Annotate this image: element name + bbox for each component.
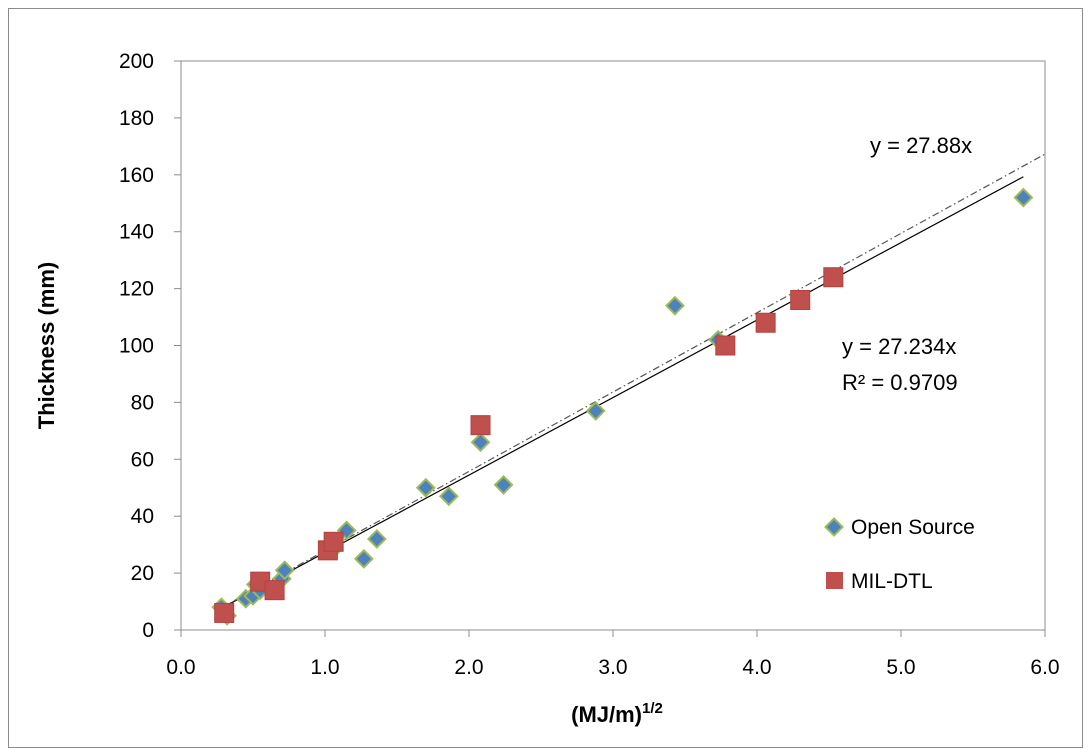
x-axis-ticks: 0.0 1.0 2.0 3.0 4.0 5.0 6.0 [166,630,1060,679]
point-mil-dtl [715,335,736,356]
point-mil-dtl [470,415,491,436]
point-open-source [493,474,514,495]
point-mil-dtl [214,602,235,623]
y-tick-label: 180 [119,107,154,130]
point-mil-dtl [823,267,844,288]
legend-marker-open-source [824,517,844,537]
y-axis-title: Thickness (mm) [34,262,59,430]
point-open-source [415,477,436,498]
x-tick-label: 4.0 [742,656,771,679]
x-axis-title-superscript: 1/2 [642,700,663,717]
point-open-source [665,295,685,316]
y-tick-label: 80 [131,391,154,414]
point-mil-dtl [323,531,344,552]
x-tick-label: 1.0 [310,656,339,679]
trendline-r-squared: R² = 0.9709 [842,370,958,395]
y-tick-label: 100 [119,335,154,358]
scatter-chart: 0 20 40 60 80 100 120 140 160 180 200 0.0 1.0 2.0 3.0… [34,50,1060,727]
point-open-source [470,432,491,453]
x-tick-label: 5.0 [886,656,915,679]
point-open-source [1013,187,1034,208]
y-tick-label: 120 [119,278,154,301]
point-open-source [585,401,606,421]
x-tick-label: 3.0 [598,656,627,679]
trendlines [221,153,1046,609]
legend: Open Source MIL-DTL [824,516,975,593]
trendline-dashdot [221,153,1046,609]
x-tick-label: 6.0 [1030,656,1059,679]
point-open-source [366,529,387,549]
legend-marker-mil-dtl [826,572,843,589]
y-tick-label: 60 [131,448,154,471]
legend-label-mil-dtl: MIL-DTL [851,570,933,593]
x-tick-label: 2.0 [454,656,483,679]
legend-label-open-source: Open Source [851,516,975,539]
y-tick-label: 40 [131,505,154,528]
y-tick-label: 160 [119,164,154,187]
point-open-source [274,560,295,581]
point-open-source [353,548,374,569]
y-axis-ticks: 0 20 40 60 80 100 120 140 160 180 200 [119,50,181,642]
trendline-equation-solid: y = 27.234x [842,334,956,359]
y-tick-label: 20 [131,562,154,585]
x-axis-title-base: (MJ/m) [571,702,642,727]
y-tick-label: 200 [119,50,154,73]
point-open-source [438,486,459,507]
x-tick-label: 0.0 [166,656,195,679]
y-tick-label: 0 [142,619,154,642]
x-axis-title: (MJ/m)1/2 [571,700,663,727]
point-mil-dtl [264,580,285,601]
point-mil-dtl [790,289,811,310]
point-mil-dtl [755,312,776,333]
data-points [211,187,1034,626]
y-tick-label: 140 [119,221,154,244]
trendline-solid [221,176,1024,609]
trendline-equation-dashdot: y = 27.88x [870,133,972,158]
